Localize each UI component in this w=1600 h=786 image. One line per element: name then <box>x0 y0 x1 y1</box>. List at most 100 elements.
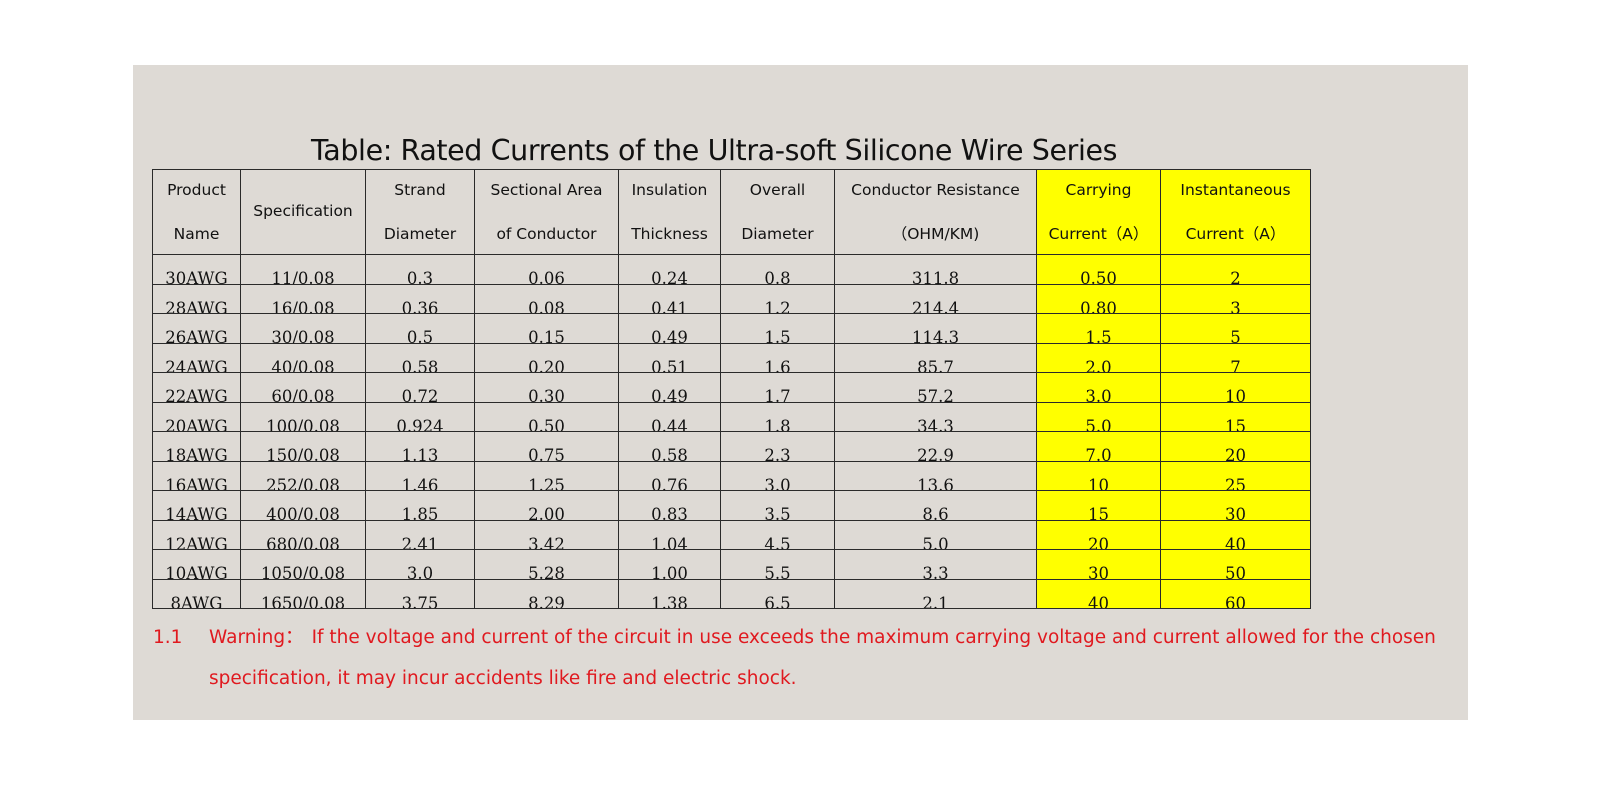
table-cell: 1050/0.08 <box>240 549 366 580</box>
table-cell: 1.5 <box>1036 313 1161 344</box>
column-header-line2: Current（A） <box>1048 224 1149 243</box>
table-cell: 2.00 <box>474 490 619 521</box>
cell-value: 2.0 <box>1085 357 1112 373</box>
cell-value: 0.76 <box>651 475 688 491</box>
column-header: Conductor Resistance （OHM/KM) <box>834 169 1037 255</box>
table-cell: 0.30 <box>474 372 619 403</box>
warning-number: 1.1 <box>153 627 183 648</box>
table-cell: 0.50 <box>474 401 619 432</box>
table-cell: 5.28 <box>474 549 619 580</box>
table-cell: 0.24 <box>618 254 721 285</box>
table-cell: 11/0.08 <box>240 254 366 285</box>
cell-value: 0.58 <box>651 446 688 461</box>
cell-value: 1.38 <box>651 593 688 609</box>
table-cell: 5 <box>1160 313 1311 344</box>
table-row: 24AWG 40/0.08 0.58 0.20 0.51 1.6 85.7 2.0 7 <box>152 342 1311 373</box>
table-row: 18AWG 150/0.08 1.13 0.75 0.58 2.3 22.9 7.0 20 <box>152 431 1311 462</box>
column-header-line2: Diameter <box>741 224 814 243</box>
column-header-line2: （OHM/KM) <box>891 224 980 243</box>
column-header-line2: Thickness <box>631 224 708 243</box>
table-cell: 2 <box>1160 254 1311 285</box>
table-cell: 0.58 <box>365 342 475 373</box>
cell-value: 1.7 <box>764 387 791 402</box>
table-cell: 1.6 <box>720 342 835 373</box>
column-header: Sectional Area of Conductor <box>474 169 619 255</box>
table-cell: 400/0.08 <box>240 490 366 521</box>
cell-value: 4.5 <box>764 534 791 550</box>
table-cell: 2.0 <box>1036 342 1161 373</box>
table-cell: 0.72 <box>365 372 475 403</box>
table-cell: 0.41 <box>618 283 721 314</box>
column-header-line1: Insulation <box>631 181 708 199</box>
cell-value: 0.3 <box>406 269 434 284</box>
cell-value: 3 <box>1230 298 1241 314</box>
table-cell: 114.3 <box>834 313 1037 344</box>
cell-value: 0.50 <box>528 416 565 432</box>
table-cell: 311.8 <box>834 254 1037 285</box>
table-row: 12AWG 680/0.08 2.41 3.42 1.04 4.5 5.0 20 40 <box>152 519 1311 550</box>
table-cell: 30 <box>1036 549 1161 580</box>
cell-value: 400/0.08 <box>266 505 340 520</box>
cell-value: 30 <box>1088 564 1109 579</box>
cell-value: 30/0.08 <box>271 328 335 343</box>
cell-value: 0.24 <box>651 269 688 284</box>
cell-value: 311.8 <box>911 269 960 284</box>
cell-value: 7 <box>1230 357 1241 373</box>
cell-value: 0.15 <box>528 328 565 343</box>
cell-value: 2 <box>1230 269 1241 284</box>
cell-value: 8.6 <box>922 505 949 520</box>
cell-value: 0.06 <box>528 269 565 284</box>
cell-value: 3.75 <box>401 593 439 609</box>
table-cell: 1.2 <box>720 283 835 314</box>
column-header: Product Name <box>152 169 241 255</box>
cell-value: 0.8 <box>764 269 791 284</box>
table-cell: 1.5 <box>720 313 835 344</box>
cell-value: 1050/0.08 <box>260 564 346 579</box>
table-cell: 40 <box>1036 578 1161 609</box>
table-cell: 34.3 <box>834 401 1037 432</box>
table-cell: 0.15 <box>474 313 619 344</box>
table-cell: 3.0 <box>720 460 835 491</box>
table-cell: 0.80 <box>1036 283 1161 314</box>
table-header-row: Product Name Specification Strand Diameter Se… <box>152 169 1311 255</box>
table-cell: 252/0.08 <box>240 460 366 491</box>
cell-value: 3.0 <box>406 564 434 579</box>
cell-value: 7.0 <box>1085 446 1112 461</box>
cell-value: 3.42 <box>528 534 565 550</box>
cell-value: 3.0 <box>1085 387 1112 402</box>
cell-value: 0.924 <box>396 416 444 432</box>
document-panel: Table: Rated Currents of the Ultra-soft … <box>133 65 1468 720</box>
table-cell: 1.7 <box>720 372 835 403</box>
column-header-line1: Product <box>167 181 226 199</box>
cell-value: 0.51 <box>651 357 688 373</box>
cell-value: 1.13 <box>401 446 439 461</box>
cell-value: 1.00 <box>651 564 688 579</box>
table-cell: 10AWG <box>152 549 241 580</box>
cell-value: 85.7 <box>917 357 954 373</box>
table-cell: 4.5 <box>720 519 835 550</box>
table-cell: 3.0 <box>365 549 475 580</box>
cell-value: 25 <box>1225 475 1246 491</box>
table-body: 30AWG 11/0.08 0.3 0.06 0.24 0.8 311.8 0.50 2 28AW… <box>152 254 1311 609</box>
table-cell: 0.49 <box>618 372 721 403</box>
table-cell: 0.36 <box>365 283 475 314</box>
table-cell: 22AWG <box>152 372 241 403</box>
cell-value: 26AWG <box>165 328 228 343</box>
cell-value: 10 <box>1225 387 1246 402</box>
table-cell: 214.4 <box>834 283 1037 314</box>
cell-value: 28AWG <box>165 298 228 314</box>
cell-value: 2.00 <box>528 505 565 520</box>
cell-value: 0.5 <box>406 328 434 343</box>
table-cell: 0.20 <box>474 342 619 373</box>
cell-value: 10AWG <box>165 564 228 579</box>
table-cell: 1.25 <box>474 460 619 491</box>
cell-value: 3.3 <box>922 564 949 579</box>
cell-value: 2.3 <box>764 446 791 461</box>
cell-value: 0.41 <box>651 298 688 314</box>
cell-value: 1.2 <box>764 298 791 314</box>
table-cell: 0.06 <box>474 254 619 285</box>
table-cell: 0.5 <box>365 313 475 344</box>
table-row: 10AWG 1050/0.08 3.0 5.28 1.00 5.5 3.3 30 50 <box>152 549 1311 580</box>
cell-value: 10 <box>1088 475 1109 491</box>
cell-value: 60/0.08 <box>271 387 335 402</box>
